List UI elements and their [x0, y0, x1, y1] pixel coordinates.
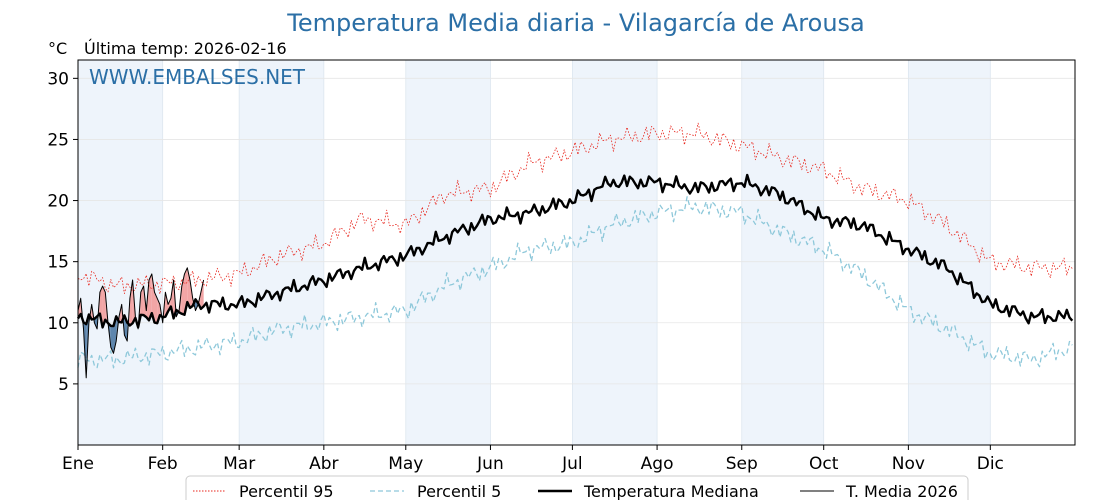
x-tick-label: Oct: [809, 454, 839, 474]
anomaly-fill: [200, 280, 204, 309]
month-band: [239, 60, 324, 445]
y-tick-label: 5: [58, 375, 69, 395]
y-tick-label: 15: [47, 253, 69, 273]
series-p5-line: [77, 196, 1073, 369]
x-tick-label: Mar: [223, 454, 255, 474]
anomaly-fill: [102, 286, 106, 328]
month-band: [572, 60, 658, 445]
y-axis-ticks: 5 10 15 20 25 30: [47, 69, 78, 395]
month-band: [908, 60, 991, 445]
x-tick-label: May: [388, 454, 423, 474]
x-axis-ticks: Ene Feb Mar Abr May Jun Jul Ago Sep Oct Nov Dic: [62, 445, 1004, 474]
month-band: [405, 60, 491, 445]
legend-media2026-label: T. Media 2026: [845, 482, 958, 500]
legend-median-label: Temperatura Mediana: [583, 482, 759, 500]
anomaly-fill: [151, 273, 155, 323]
plot-frame: [77, 59, 1076, 446]
watermark: WWW.EMBALSES.NET: [89, 65, 306, 89]
x-tick-label: Jun: [476, 454, 504, 474]
last-temp-subtitle: Última temp: 2026-02-16: [84, 39, 287, 58]
legend: Percentil 95 Percentil 5 Temperatura Med…: [185, 475, 969, 500]
anomaly-fill: [154, 292, 158, 324]
series-lines: [76, 122, 1074, 379]
y-tick-label: 20: [47, 192, 69, 212]
legend-p95-label: Percentil 95: [239, 482, 334, 500]
series-media2026-line: [77, 267, 205, 379]
x-tick-label: Sep: [726, 454, 758, 474]
x-tick-label: Abr: [309, 454, 338, 474]
x-tick-label: Jul: [561, 454, 583, 474]
series-median-line: [76, 173, 1074, 329]
x-tick-label: Feb: [148, 454, 178, 474]
anomaly-fill: [149, 273, 152, 321]
chart-title: Temperatura Media diaria - Vilagarcía de…: [286, 9, 865, 37]
x-tick-label: Ene: [62, 454, 94, 474]
anomaly-fill: [140, 286, 144, 316]
alternating-month-bands: [78, 60, 991, 445]
x-tick-label: Nov: [892, 454, 925, 474]
legend-p5-label: Percentil 5: [417, 482, 501, 500]
y-tick-label: 25: [47, 130, 69, 150]
legend-box: [185, 475, 969, 500]
anomaly-fill: [129, 280, 133, 326]
x-tick-label: Dic: [977, 454, 1004, 474]
anomaly-fill: [110, 325, 114, 354]
x-tick-label: Ago: [641, 454, 674, 474]
anomaly-fill: [99, 286, 103, 328]
y-tick-label: 30: [47, 69, 69, 89]
month-band: [78, 60, 163, 445]
y-tick-label: 10: [47, 314, 69, 334]
month-band: [741, 60, 824, 445]
unit-label: °C: [48, 39, 67, 58]
